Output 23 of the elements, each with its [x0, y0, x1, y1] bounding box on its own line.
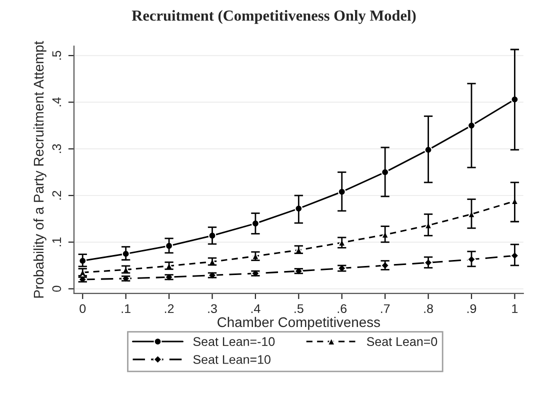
x-tick-label: .2 [164, 304, 174, 313]
x-tick-label: .9 [467, 304, 476, 314]
x-tick-label: .4 [251, 304, 260, 313]
x-tick-label: .5 [294, 304, 304, 314]
y-tick-label: .3 [52, 144, 62, 153]
x-tick-label: 1 [512, 304, 518, 313]
x-axis-title: Chamber Competitiveness [218, 316, 380, 330]
x-tick-label: 0 [80, 304, 86, 314]
legend-label: Seat Lean=0 [366, 337, 438, 346]
y-tick-label: .4 [52, 97, 61, 106]
legend-label: Seat Lean=-10 [193, 337, 275, 346]
x-tick-label: .6 [338, 304, 347, 314]
legend-label: Seat Lean=10 [193, 355, 270, 364]
x-tick-label: .1 [122, 304, 130, 313]
y-tick-label: .5 [52, 50, 62, 60]
y-axis-title: Probability of a Party Recruitment Attempt [33, 41, 46, 298]
x-tick-label: .7 [381, 304, 390, 313]
y-tick-label: .1 [52, 238, 61, 246]
chart-title: Recruitment (Competitiveness Only Model) [132, 10, 416, 24]
y-tick-label: 0 [52, 286, 62, 292]
x-tick-label: .8 [424, 304, 433, 314]
y-tick-label: .2 [52, 190, 61, 200]
x-tick-label: .3 [208, 304, 217, 314]
